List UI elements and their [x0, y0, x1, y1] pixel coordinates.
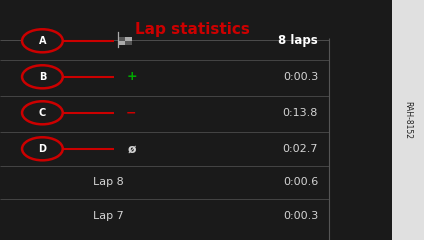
Text: RAH-8152: RAH-8152 — [403, 101, 413, 139]
Bar — [125, 41, 132, 45]
Text: Lap statistics: Lap statistics — [136, 22, 250, 36]
Text: Lap 7: Lap 7 — [93, 211, 124, 221]
Bar — [118, 41, 125, 45]
Text: 8 laps: 8 laps — [278, 34, 318, 47]
Text: 0:02.7: 0:02.7 — [282, 144, 318, 154]
Text: 0:00.3: 0:00.3 — [283, 72, 318, 82]
Text: B: B — [39, 72, 46, 82]
Text: C: C — [39, 108, 46, 118]
Text: −: − — [126, 106, 137, 119]
Circle shape — [22, 65, 63, 88]
Text: Lap 8: Lap 8 — [93, 177, 124, 187]
Text: A: A — [39, 36, 46, 46]
Circle shape — [22, 137, 63, 160]
Text: 0:00.3: 0:00.3 — [283, 211, 318, 221]
Bar — [118, 37, 125, 41]
Text: D: D — [39, 144, 46, 154]
Circle shape — [22, 29, 63, 52]
Text: ø: ø — [127, 142, 136, 155]
FancyBboxPatch shape — [392, 0, 424, 240]
Text: +: + — [126, 70, 137, 83]
Text: 0:00.6: 0:00.6 — [283, 177, 318, 187]
Bar — [125, 37, 132, 41]
Text: 0:13.8: 0:13.8 — [283, 108, 318, 118]
Circle shape — [22, 101, 63, 124]
